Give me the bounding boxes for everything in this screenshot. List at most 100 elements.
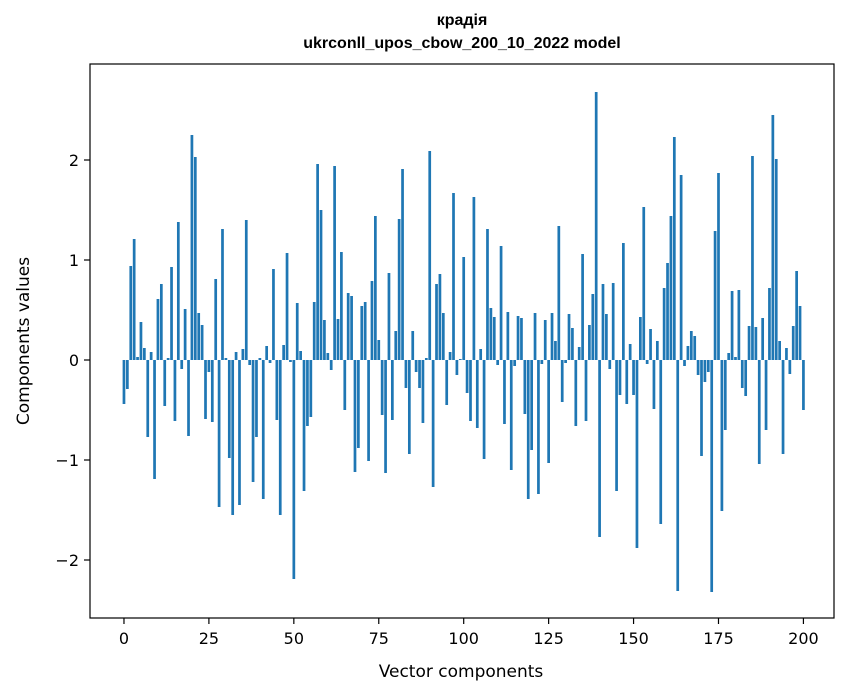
bar: [166, 358, 170, 360]
bar: [329, 360, 333, 370]
bar: [394, 331, 398, 360]
bar: [479, 349, 483, 360]
bar: [414, 360, 418, 372]
bar: [353, 360, 357, 472]
bar: [554, 341, 557, 360]
bar: [635, 360, 639, 548]
bar: [306, 360, 309, 426]
bar: [601, 284, 605, 360]
bar: [475, 360, 479, 428]
bar: [489, 308, 493, 360]
bar: [785, 348, 788, 360]
bar: [136, 357, 139, 360]
bar: [448, 352, 452, 360]
bar: [224, 358, 228, 360]
bar: [747, 326, 751, 360]
bar: [706, 360, 710, 372]
bar: [530, 360, 534, 450]
bar: [255, 360, 258, 437]
bar: [540, 360, 544, 364]
bar: [788, 360, 792, 374]
x-tick-label: 100: [448, 629, 479, 648]
bar: [537, 360, 540, 494]
bar: [615, 360, 618, 491]
bar: [139, 322, 143, 360]
bar: [506, 312, 510, 360]
bar: [285, 253, 289, 360]
bar: [669, 216, 673, 360]
y-tick-label: 0: [69, 351, 79, 370]
bar: [316, 164, 319, 360]
bar: [295, 303, 299, 360]
plot-frame: [89, 63, 835, 619]
bar: [723, 360, 727, 430]
bar: [567, 314, 571, 360]
bar: [221, 229, 224, 360]
bar: [574, 360, 578, 426]
bar: [404, 360, 408, 388]
bar: [309, 360, 313, 417]
bar: [754, 327, 758, 360]
bar: [771, 115, 775, 360]
bar: [608, 360, 612, 369]
bar: [214, 279, 218, 360]
bar: [689, 331, 693, 360]
bar: [465, 360, 469, 393]
bar: [207, 360, 211, 372]
x-tick-label: 125: [533, 629, 564, 648]
bar: [193, 157, 197, 360]
bar: [390, 360, 394, 420]
bar: [717, 173, 720, 360]
bar: [452, 193, 455, 360]
bar: [564, 360, 567, 363]
bar: [292, 360, 296, 579]
bar: [737, 290, 741, 360]
bar: [757, 360, 761, 464]
bar: [421, 360, 425, 423]
bar: [693, 336, 697, 360]
bar: [710, 360, 714, 592]
bar: [156, 299, 160, 360]
bar: [319, 210, 323, 360]
bar: [176, 222, 180, 360]
bar: [520, 318, 523, 360]
bar: [638, 317, 642, 360]
bar: [340, 252, 343, 360]
bar: [672, 137, 676, 360]
bar: [516, 316, 520, 360]
x-tick-label: 200: [788, 629, 819, 648]
y-axis-label: Components values: [14, 257, 34, 425]
bar: [795, 271, 798, 360]
bar: [251, 360, 255, 482]
bar: [122, 360, 126, 404]
bar: [370, 281, 374, 360]
bar: [774, 159, 778, 360]
bar: [791, 326, 795, 360]
bar: [499, 246, 503, 360]
bar: [652, 360, 656, 409]
bar: [577, 347, 581, 360]
x-tick-label: 75: [369, 629, 389, 648]
bar: [591, 294, 595, 360]
bar: [469, 360, 472, 421]
bar: [676, 360, 680, 591]
bar: [686, 346, 690, 360]
bar: [238, 360, 241, 505]
bar: [397, 219, 401, 360]
bar: [526, 360, 530, 499]
bar: [272, 269, 275, 360]
bar: [210, 360, 214, 422]
bar: [679, 175, 683, 360]
bar: [509, 360, 513, 470]
bar: [445, 360, 449, 405]
bar: [441, 313, 445, 360]
bar: [418, 360, 421, 388]
bar: [126, 360, 129, 389]
y-axis-ticks: −2 −1 0 1 2: [55, 151, 90, 570]
bar: [384, 360, 387, 473]
bar: [560, 360, 564, 402]
chart-title-line2: ukrconll_upos_cbow_200_10_2022 model: [303, 35, 621, 52]
x-tick-label: 0: [119, 629, 129, 648]
bar: [261, 360, 265, 499]
